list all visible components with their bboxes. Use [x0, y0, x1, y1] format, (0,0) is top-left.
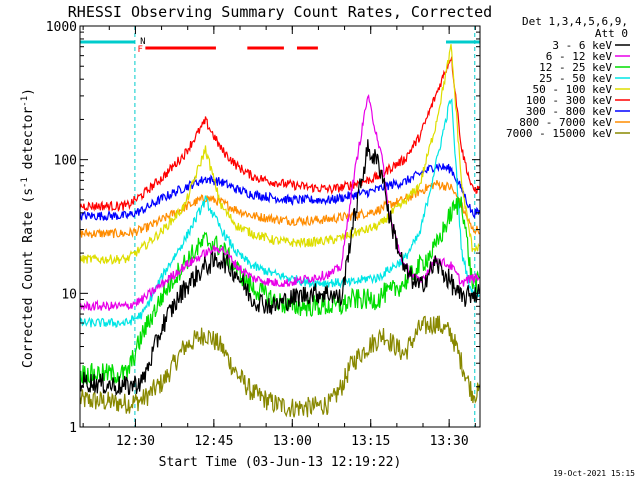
x-tick-label: 13:30 — [430, 434, 469, 449]
x-tick-label: 12:45 — [194, 434, 233, 449]
plot-area: NF — [80, 26, 480, 427]
legend-header: Att 0 — [595, 27, 628, 40]
legend-entry-label: 800 - 7000 keV — [519, 116, 612, 129]
y-axis-label: Corrected Count Rate (s-1 detector-1) — [20, 88, 36, 368]
series-line-800-7000-keV — [80, 180, 480, 239]
chart-title: RHESSI Observing Summary Count Rates, Co… — [68, 3, 492, 21]
series-line-12-25-keV — [80, 195, 480, 386]
axes: 1 10 100 1000 12:30 12:45 13:00 13:15 13:30 — [46, 20, 480, 449]
x-tick-label: 13:15 — [351, 434, 390, 449]
legend-entry-label: 6 - 12 keV — [546, 50, 613, 63]
series-line-50-100-keV — [80, 44, 480, 265]
legend-entry-label: 25 - 50 keV — [539, 72, 612, 85]
x-axis-label: Start Time (03-Jun-13 12:19:22) — [159, 455, 402, 470]
y-tick-label: 10 — [61, 287, 77, 302]
x-tick-label: 12:30 — [116, 434, 155, 449]
series-line-7000-15000-keV — [80, 315, 480, 418]
timestamp: 19-Oct-2021 15:15 — [553, 469, 635, 478]
legend-entry-label: 100 - 300 keV — [526, 94, 612, 107]
series-line-100-300-keV — [80, 56, 480, 212]
plot-frame — [79, 25, 481, 428]
x-tick-label: 13:00 — [273, 434, 312, 449]
legend-entry-label: 7000 - 15000 keV — [506, 127, 612, 140]
series-line-6-12-keV — [80, 94, 480, 312]
flag-n-label: N — [140, 37, 145, 47]
y-tick-label: 1 — [69, 421, 77, 436]
series-line-300-800-keV — [80, 162, 480, 221]
legend-entry-label: 300 - 800 keV — [526, 105, 612, 118]
y-tick-label: 1000 — [46, 20, 77, 35]
legend-entry-label: 12 - 25 keV — [539, 61, 612, 74]
flag-f-label: F — [138, 45, 143, 55]
series-line-3-6-keV — [80, 139, 480, 397]
legend-entry-label: 3 - 6 keV — [552, 39, 612, 52]
series-line-25-50-keV — [80, 98, 480, 328]
legend-entry-label: 50 - 100 keV — [533, 83, 613, 96]
legend-header: Det 1,3,4,5,6,9, — [522, 15, 628, 28]
y-tick-label: 100 — [54, 154, 77, 169]
